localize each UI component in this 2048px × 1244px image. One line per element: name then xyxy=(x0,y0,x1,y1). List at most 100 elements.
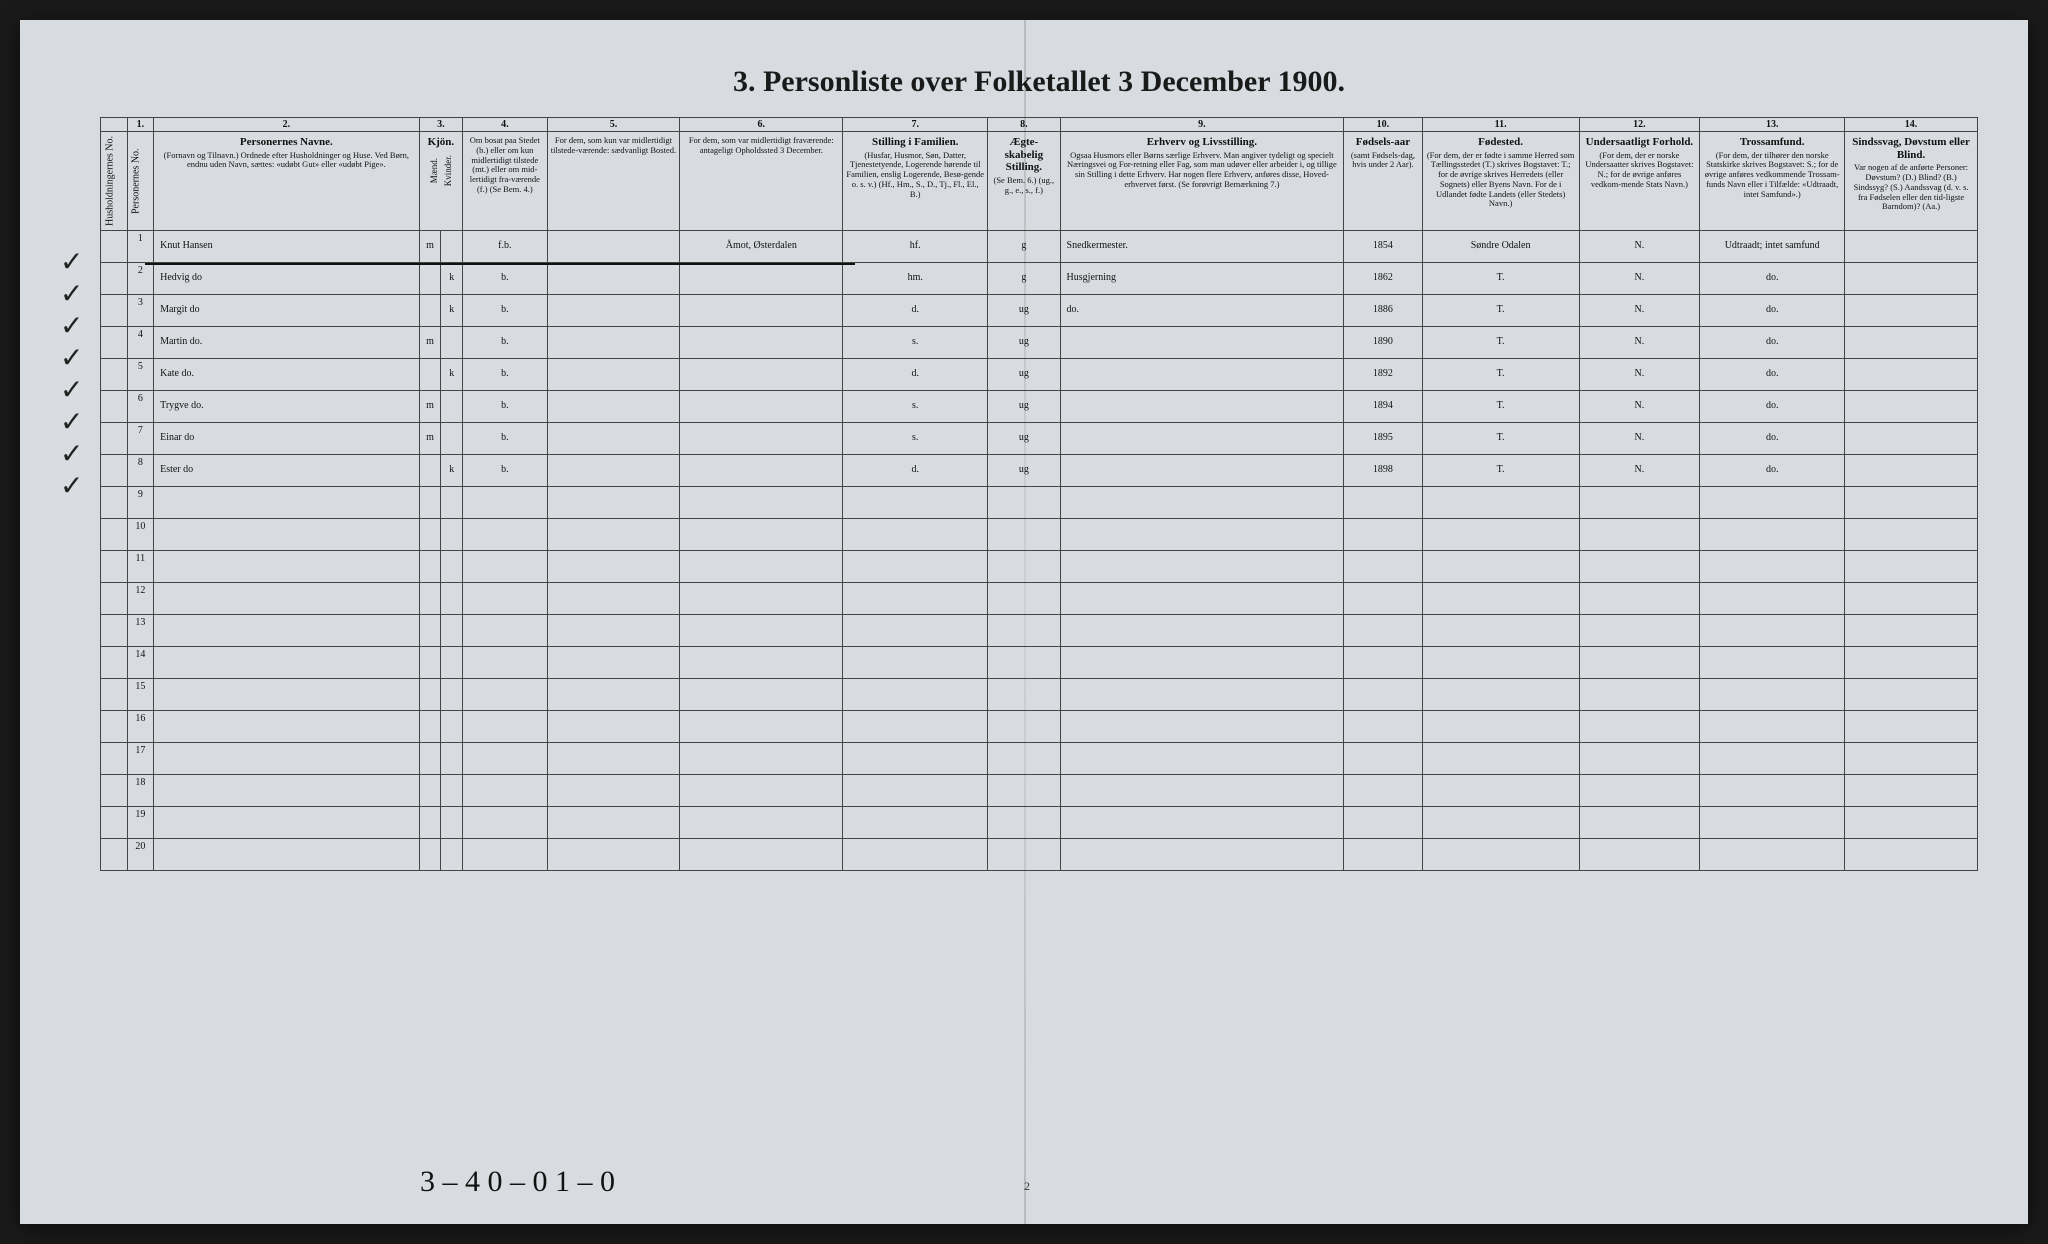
cell: Husgjerning xyxy=(1060,263,1344,295)
cell-empty: 20 xyxy=(127,839,154,871)
cell xyxy=(680,359,843,391)
col-num: 9. xyxy=(1060,118,1344,132)
table-row: 3Margit dokb.d.ugdo.1886T.N.do. xyxy=(101,295,1978,327)
cell-empty xyxy=(680,647,843,679)
cell xyxy=(101,231,128,263)
cell: d. xyxy=(843,295,988,327)
cell-empty xyxy=(1422,551,1579,583)
cell-empty xyxy=(1060,711,1344,743)
cell-empty xyxy=(463,743,547,775)
cell xyxy=(441,327,463,359)
hdr-residence: Om bosat paa Stedet (b.) eller om kun mi… xyxy=(463,132,547,231)
cell-empty xyxy=(1845,487,1978,519)
cell-empty xyxy=(441,679,463,711)
cell: ug xyxy=(988,423,1060,455)
cell-empty xyxy=(101,807,128,839)
row-number: 5 xyxy=(127,359,154,391)
cell-empty xyxy=(1700,711,1845,743)
cell-empty xyxy=(1579,711,1700,743)
col-num: 3. xyxy=(419,118,462,132)
hdr-absent: For dem, som var midlertidigt fraværende… xyxy=(680,132,843,231)
cell xyxy=(547,231,680,263)
cell: do. xyxy=(1700,455,1845,487)
cell: T. xyxy=(1422,423,1579,455)
cell-empty: 10 xyxy=(127,519,154,551)
cell-empty xyxy=(988,647,1060,679)
cell-empty xyxy=(1344,839,1422,871)
cell-empty xyxy=(419,647,441,679)
cell-empty xyxy=(1344,679,1422,711)
hdr-birthplace: Fødested.(For dem, der er fødte i samme … xyxy=(1422,132,1579,231)
cell-empty xyxy=(680,839,843,871)
cell-empty xyxy=(680,583,843,615)
cell-empty xyxy=(988,679,1060,711)
cell-empty xyxy=(1579,519,1700,551)
cell xyxy=(1060,359,1344,391)
cell xyxy=(547,263,680,295)
cell-empty xyxy=(1422,615,1579,647)
cell-empty xyxy=(419,487,441,519)
cell-empty xyxy=(1344,711,1422,743)
cell-empty xyxy=(1845,551,1978,583)
cell-empty xyxy=(101,647,128,679)
cell-empty xyxy=(1060,679,1344,711)
cell-empty xyxy=(1344,615,1422,647)
col-num: 14. xyxy=(1845,118,1978,132)
cell: hf. xyxy=(843,231,988,263)
cell-empty xyxy=(1344,807,1422,839)
cell: T. xyxy=(1422,263,1579,295)
cell-empty xyxy=(463,487,547,519)
cell xyxy=(547,423,680,455)
cell: k xyxy=(441,295,463,327)
cell-empty xyxy=(1579,583,1700,615)
cell-empty xyxy=(1344,775,1422,807)
cell-empty xyxy=(843,679,988,711)
cell-empty xyxy=(419,615,441,647)
col-num: 4. xyxy=(463,118,547,132)
cell: T. xyxy=(1422,359,1579,391)
cell-empty xyxy=(1579,487,1700,519)
cell: Margit do xyxy=(154,295,420,327)
cell-empty xyxy=(988,839,1060,871)
table-row: 1Knut Hansenmf.b.Åmot, Østerdalenhf.gSne… xyxy=(101,231,1978,263)
cell-empty xyxy=(988,711,1060,743)
checkmark-icon: ✓ xyxy=(60,469,83,503)
cell-empty xyxy=(154,743,420,775)
cell xyxy=(101,391,128,423)
table-row: 2Hedvig dokb.hm.gHusgjerning1862T.N.do. xyxy=(101,263,1978,295)
cell-empty xyxy=(547,615,680,647)
column-number-row: 1.2.3.4.5.6.7.8.9.10.11.12.13.14. xyxy=(101,118,1978,132)
cell: b. xyxy=(463,295,547,327)
table-row: 4Martin do.mb.s.ug1890T.N.do. xyxy=(101,327,1978,359)
hdr-occupation: Erhverv og Livsstilling.Ogsaa Husmors el… xyxy=(1060,132,1344,231)
cell-empty xyxy=(1845,647,1978,679)
cell-empty xyxy=(441,807,463,839)
cell: ug xyxy=(988,391,1060,423)
cell-empty xyxy=(419,743,441,775)
cell xyxy=(1845,295,1978,327)
cell-empty xyxy=(154,519,420,551)
cell-empty xyxy=(463,647,547,679)
cell-empty xyxy=(1579,743,1700,775)
table-row-empty: 13 xyxy=(101,615,1978,647)
cell: m xyxy=(419,231,441,263)
cell-empty xyxy=(1060,519,1344,551)
col-num: 1. xyxy=(127,118,154,132)
cell: b. xyxy=(463,263,547,295)
col-num: 6. xyxy=(680,118,843,132)
hdr-marital: Ægte-skabelig Stilling.(Se Bem. 6.) (ug.… xyxy=(988,132,1060,231)
cell: Hedvig do xyxy=(154,263,420,295)
cell-empty xyxy=(101,839,128,871)
cell-empty xyxy=(1700,647,1845,679)
cell-empty xyxy=(843,615,988,647)
cell-empty xyxy=(441,775,463,807)
cell xyxy=(1845,391,1978,423)
checkmark-icon: ✓ xyxy=(60,437,83,471)
table-row: 8Ester dokb.d.ug1898T.N.do. xyxy=(101,455,1978,487)
cell-empty xyxy=(1422,743,1579,775)
cell xyxy=(547,295,680,327)
cell: N. xyxy=(1579,263,1700,295)
cell-empty xyxy=(1700,775,1845,807)
cell: Søndre Odalen xyxy=(1422,231,1579,263)
cell-empty xyxy=(988,615,1060,647)
